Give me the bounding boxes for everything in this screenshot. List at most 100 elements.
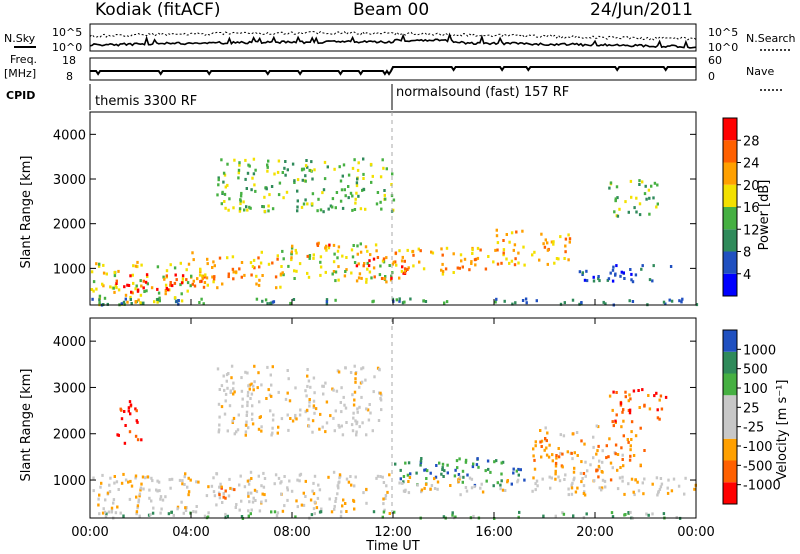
heatmap-cell [261, 205, 264, 208]
heatmap-cell [367, 264, 371, 268]
heatmap-cell [341, 504, 344, 508]
heatmap-cell [353, 484, 356, 488]
heatmap-cell [251, 422, 255, 426]
heatmap-cell [137, 298, 140, 302]
heatmap-cell [272, 300, 276, 304]
velocity-ylabel: Slant Range [km] [19, 369, 34, 482]
heatmap-cell [341, 206, 345, 210]
heatmap-cell [220, 202, 223, 206]
heatmap-cell [306, 368, 309, 371]
heatmap-cell [278, 181, 282, 185]
heatmap-cell [596, 449, 599, 453]
heatmap-cell [302, 491, 305, 495]
heatmap-cell [331, 272, 334, 276]
heatmap-cell [186, 281, 190, 285]
heatmap-cell [243, 485, 247, 489]
heatmap-cell [180, 299, 184, 303]
xaxis-label: Time UT [365, 539, 419, 554]
cpid-segment-2: normalsound (fast) 157 RF [396, 85, 569, 100]
heatmap-cell [306, 374, 309, 378]
heatmap-cell [245, 414, 248, 417]
heatmap-cell [622, 271, 625, 275]
heatmap-cell [472, 462, 475, 466]
heatmap-cell [176, 507, 179, 511]
heatmap-cell [271, 431, 274, 435]
heatmap-cell [295, 499, 298, 503]
heatmap-cell [629, 454, 632, 458]
heatmap-cell [451, 511, 454, 515]
heatmap-cell [308, 404, 311, 408]
heatmap-cell [355, 279, 359, 283]
heatmap-cell [204, 273, 207, 277]
heatmap-cell [534, 440, 537, 444]
heatmap-cell [464, 458, 468, 462]
heatmap-cell [262, 471, 265, 475]
heatmap-cell [124, 424, 127, 427]
heatmap-cell [124, 478, 128, 482]
heatmap-cell [236, 428, 240, 432]
heatmap-cell [412, 253, 415, 257]
heatmap-cell [406, 248, 409, 252]
heatmap-cell [345, 256, 348, 259]
heatmap-cell [213, 264, 216, 268]
heatmap-cell [366, 408, 370, 412]
heatmap-cell [422, 299, 425, 303]
heatmap-cell [198, 301, 201, 304]
heatmap-cell [117, 269, 120, 273]
heatmap-cell [614, 419, 617, 423]
heatmap-cell [245, 420, 248, 424]
xtick-label: 12:00 [374, 525, 411, 540]
freq-tick-low: 8 [66, 70, 73, 83]
heatmap-cell [247, 509, 250, 513]
heatmap-cell [641, 180, 644, 184]
heatmap-cell [112, 501, 115, 505]
heatmap-cell [372, 299, 375, 303]
heatmap-cell [300, 168, 304, 172]
heatmap-cell [251, 176, 254, 180]
heatmap-cell [231, 255, 235, 259]
heatmap-cell [338, 476, 341, 480]
heatmap-cell [484, 267, 488, 271]
heatmap-cell [218, 485, 221, 489]
colorbar-tick-label: 100 [743, 382, 768, 397]
heatmap-cell [244, 430, 248, 434]
heatmap-cell [449, 484, 452, 487]
heatmap-cell [308, 168, 311, 172]
heatmap-cell [359, 207, 363, 211]
heatmap-cell [559, 433, 562, 437]
heatmap-cell [644, 184, 647, 188]
heatmap-cell [258, 509, 262, 513]
heatmap-cell [248, 500, 251, 504]
heatmap-cell [151, 511, 155, 515]
heatmap-cell [310, 160, 313, 164]
heatmap-cell [276, 170, 280, 174]
heatmap-cell [345, 510, 348, 513]
heatmap-cell [276, 431, 279, 435]
heatmap-cell [602, 300, 605, 304]
heatmap-cell [95, 287, 98, 291]
heatmap-cell [232, 416, 236, 420]
heatmap-cell [555, 454, 558, 457]
heatmap-cell [619, 401, 623, 405]
heatmap-cell [91, 297, 94, 301]
heatmap-cell [618, 207, 621, 211]
heatmap-cell [495, 234, 499, 238]
heatmap-cell [250, 477, 253, 480]
heatmap-cell [356, 252, 359, 256]
heatmap-cell [613, 210, 616, 214]
heatmap-cell [211, 275, 214, 279]
heatmap-cell [226, 514, 229, 518]
heatmap-cell [318, 427, 321, 431]
heatmap-cell [380, 277, 384, 280]
heatmap-cell [386, 490, 389, 494]
heatmap-cell [463, 257, 467, 261]
heatmap-cell [378, 367, 381, 371]
heatmap-cell [464, 460, 468, 464]
heatmap-cell [643, 192, 647, 196]
heatmap-cell [171, 284, 174, 288]
heatmap-cell [429, 487, 432, 491]
heatmap-cell [212, 490, 216, 494]
heatmap-cell [576, 486, 579, 490]
heatmap-cell [597, 275, 600, 278]
heatmap-cell [555, 456, 558, 460]
